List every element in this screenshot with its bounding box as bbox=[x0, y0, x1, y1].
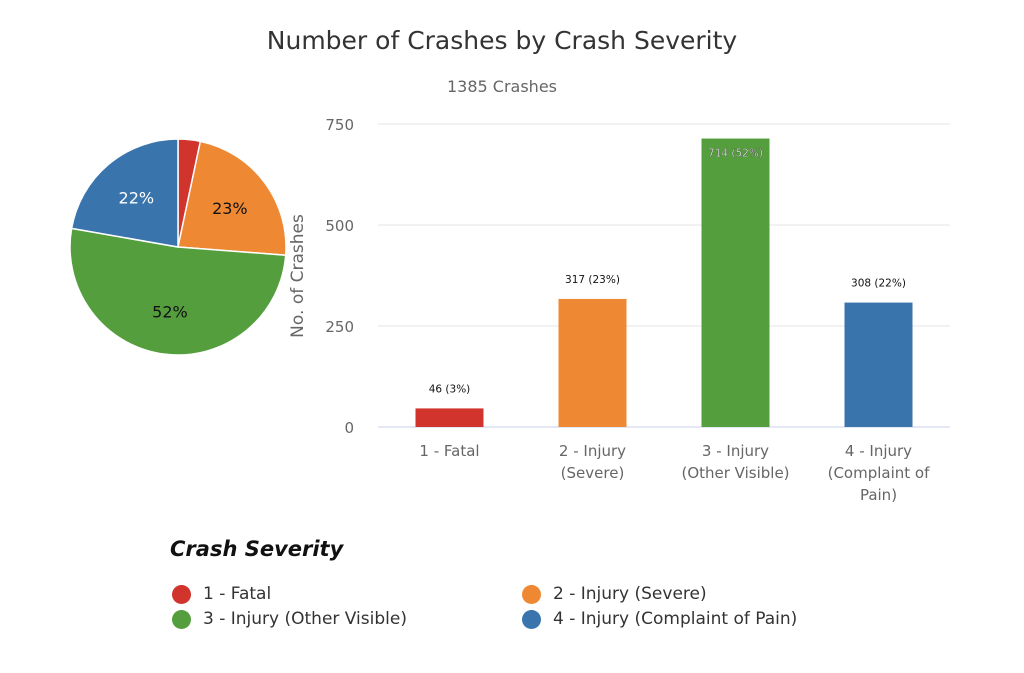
y-tick-label: 750 bbox=[325, 116, 354, 134]
legend-marker-icon bbox=[522, 584, 541, 604]
legend-label: 2 - Injury (Severe) bbox=[553, 584, 707, 604]
legend-marker-icon bbox=[522, 609, 541, 629]
legend-label: 3 - Injury (Other Visible) bbox=[203, 609, 407, 629]
x-tick-label: 3 - Injury bbox=[702, 442, 769, 460]
x-tick-label: (Severe) bbox=[561, 464, 625, 482]
legend-item[interactable]: 4 - Injury (Complaint of Pain) bbox=[522, 609, 797, 629]
bar-data-label: 317 (23%) bbox=[565, 274, 620, 286]
bar[interactable] bbox=[701, 138, 770, 427]
bar[interactable] bbox=[844, 302, 913, 427]
x-tick-label: 1 - Fatal bbox=[419, 442, 479, 460]
legend-item[interactable]: 1 - Fatal bbox=[172, 584, 271, 604]
bar[interactable] bbox=[558, 298, 627, 427]
pie-data-label: 22% bbox=[119, 188, 155, 207]
legend-label: 1 - Fatal bbox=[203, 584, 272, 604]
x-tick-label: (Complaint of bbox=[828, 464, 930, 482]
bar[interactable] bbox=[415, 408, 484, 427]
pie-slice[interactable] bbox=[177, 140, 287, 257]
bar-chart: 0 250 500 750 46 (3%) 1 - Fatal 317 (23%) 2 - I… bbox=[325, 116, 950, 504]
bar-data-label: 46 (3%) bbox=[429, 383, 471, 395]
y-tick-label: 250 bbox=[325, 318, 354, 336]
pie-slice[interactable] bbox=[70, 138, 179, 248]
pie-slice[interactable] bbox=[69, 227, 287, 356]
x-tick-label: (Other Visible) bbox=[681, 464, 789, 482]
y-axis-label: No. of Crashes bbox=[288, 214, 308, 338]
bar-data-label: 714 (52%) bbox=[708, 148, 763, 160]
pie-chart: 23% 52% 22% bbox=[69, 138, 287, 356]
legend-label: 4 - Injury (Complaint of Pain) bbox=[553, 609, 798, 629]
x-tick-label: 2 - Injury bbox=[559, 442, 626, 460]
legend-marker-icon bbox=[172, 584, 191, 604]
legend-title: Crash Severity bbox=[170, 537, 344, 561]
y-tick-label: 0 bbox=[344, 419, 354, 437]
legend-marker-icon bbox=[172, 609, 191, 629]
x-tick-label: 4 - Injury bbox=[845, 442, 912, 460]
chart-subtitle: 1385 Crashes bbox=[447, 77, 557, 96]
pie-data-label: 23% bbox=[212, 199, 248, 218]
chart-title: Number of Crashes by Crash Severity bbox=[267, 26, 738, 55]
y-tick-label: 500 bbox=[325, 217, 354, 235]
legend-item[interactable]: 3 - Injury (Other Visible) bbox=[172, 609, 407, 629]
bar-data-label: 308 (22%) bbox=[851, 278, 906, 290]
pie-data-label: 52% bbox=[152, 302, 188, 321]
x-tick-label: Pain) bbox=[860, 486, 897, 504]
legend-item[interactable]: 2 - Injury (Severe) bbox=[522, 584, 707, 604]
